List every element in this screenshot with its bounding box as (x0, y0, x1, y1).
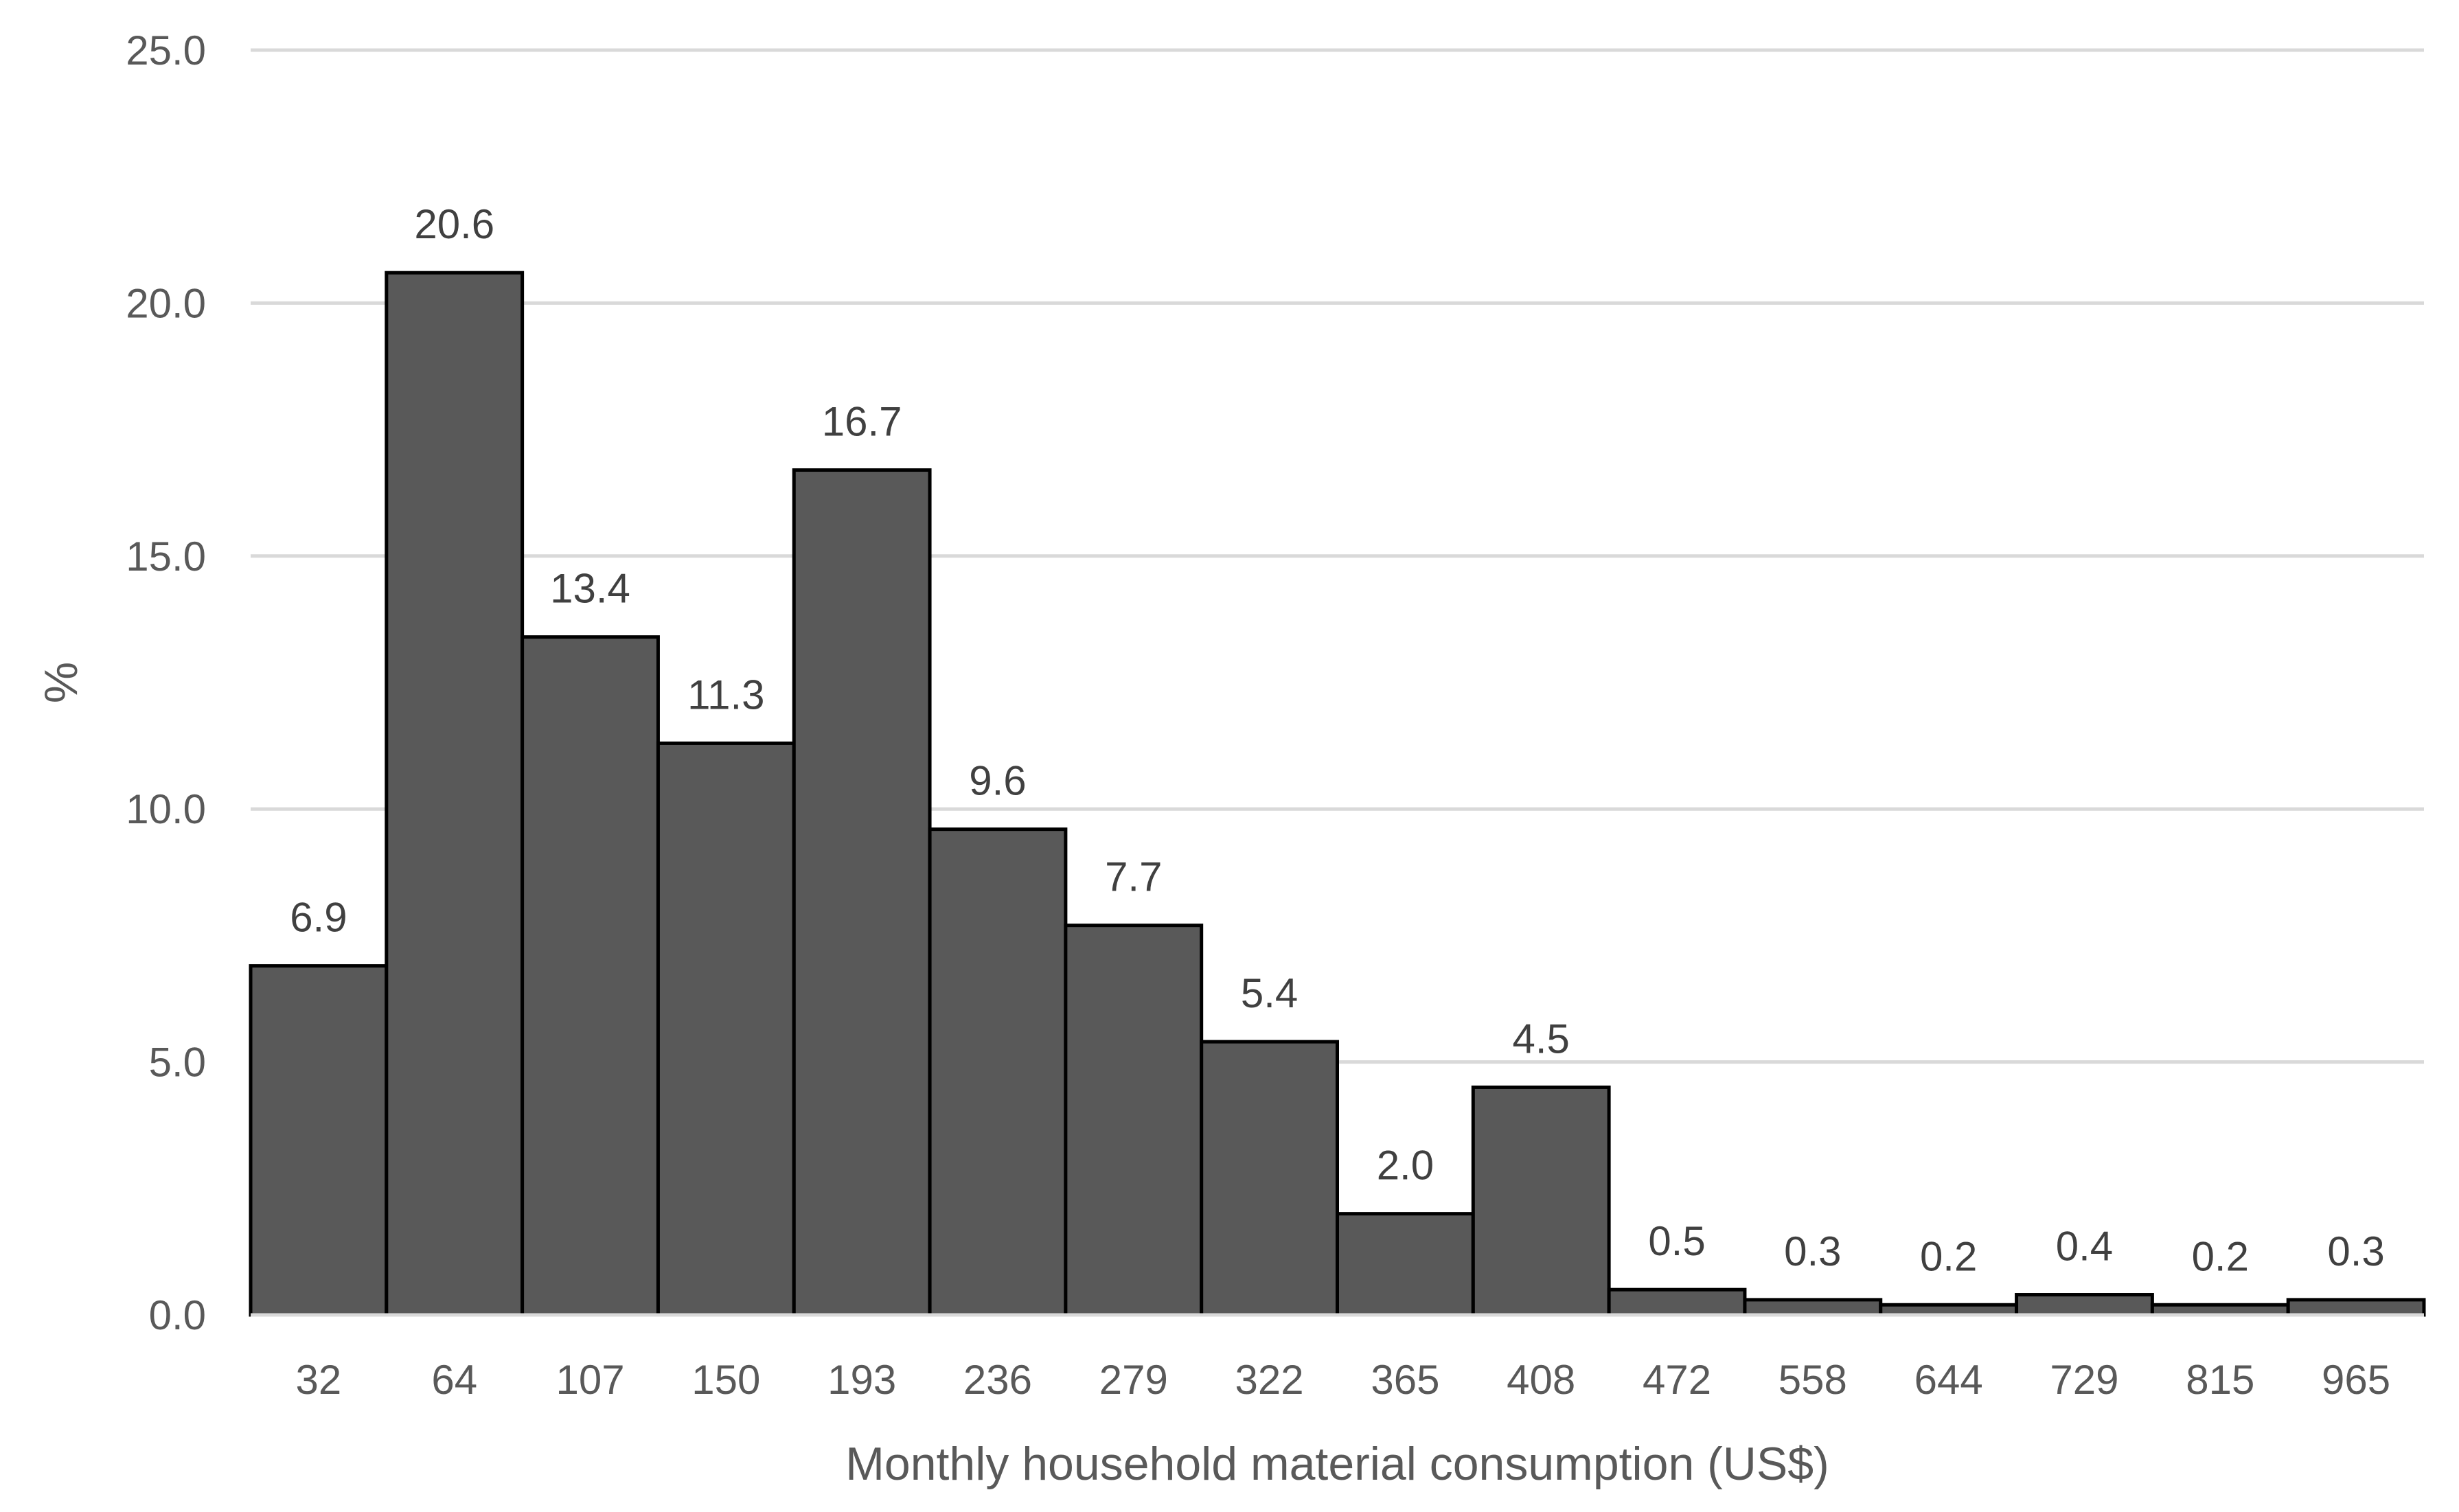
x-tick-label: 965 (2322, 1357, 2390, 1403)
bars (249, 271, 2426, 1317)
y-tick-label: 20.0 (126, 280, 206, 326)
x-tick-label: 322 (1235, 1357, 1304, 1403)
x-tick-label: 558 (1779, 1357, 1847, 1403)
bar-193 (792, 468, 932, 1317)
y-axis-title: % (35, 662, 87, 703)
x-axis-title: Monthly household material consumption (… (845, 1438, 1829, 1490)
x-tick-label: 64 (431, 1357, 477, 1403)
x-tick-label: 32 (296, 1357, 342, 1403)
x-tick-label: 472 (1643, 1357, 1711, 1403)
data-label: 0.3 (1784, 1228, 1841, 1274)
bar-32 (249, 964, 389, 1317)
bar-150 (656, 741, 796, 1317)
x-tick-label: 236 (963, 1357, 1032, 1403)
data-label: 6.9 (290, 895, 347, 941)
data-label: 0.5 (1648, 1218, 1705, 1264)
data-label: 2.0 (1377, 1143, 1434, 1189)
y-tick-label: 0.0 (149, 1292, 206, 1338)
bar-322 (1200, 1040, 1339, 1317)
data-label: 5.4 (1241, 970, 1298, 1016)
data-label: 0.2 (1920, 1233, 1977, 1279)
y-tick-label: 10.0 (126, 786, 206, 832)
data-label: 7.7 (1105, 854, 1162, 900)
x-tick-label: 279 (1099, 1357, 1168, 1403)
x-tick-label: 107 (556, 1357, 624, 1403)
x-tick-label: 644 (1914, 1357, 1983, 1403)
x-tick-label: 365 (1371, 1357, 1439, 1403)
data-labels: 6.9 20.6 13.4 11.3 16.7 9.6 7.7 5.4 2.0 4.5 0.5 0.3… (290, 201, 2385, 1279)
y-tick-label: 5.0 (149, 1040, 206, 1086)
x-axis-ticks: 32 64 107 150 193 236 279 322 365 408 472 558 644 729… (296, 1357, 2391, 1403)
data-label: 13.4 (550, 566, 630, 612)
data-label: 0.2 (2192, 1233, 2249, 1279)
bar-729 (2015, 1293, 2154, 1317)
bar-558 (1743, 1298, 1883, 1317)
bar-472 (1607, 1287, 1747, 1317)
data-label: 16.7 (822, 399, 902, 445)
bar-107 (521, 635, 660, 1317)
y-axis-ticks: 0.0 5.0 10.0 15.0 20.0 25.0 (126, 27, 206, 1338)
x-tick-label: 150 (691, 1357, 760, 1403)
bar-236 (928, 827, 1068, 1317)
bar-408 (1471, 1085, 1611, 1317)
bar-365 (1336, 1212, 1475, 1317)
data-label: 9.6 (969, 758, 1026, 804)
x-tick-label: 729 (2050, 1357, 2118, 1403)
bar-64 (385, 271, 525, 1317)
x-tick-label: 815 (2186, 1357, 2254, 1403)
y-tick-label: 25.0 (126, 27, 206, 73)
data-label: 0.4 (2056, 1224, 2113, 1270)
data-label: 20.6 (414, 201, 494, 247)
y-tick-label: 15.0 (126, 534, 206, 580)
bar-279 (1064, 924, 1204, 1317)
bar-965 (2286, 1298, 2426, 1317)
x-tick-label: 408 (1507, 1357, 1575, 1403)
data-label: 0.3 (2327, 1228, 2384, 1274)
data-label: 4.5 (1513, 1016, 1570, 1062)
x-tick-label: 193 (827, 1357, 896, 1403)
data-label: 11.3 (687, 672, 764, 718)
